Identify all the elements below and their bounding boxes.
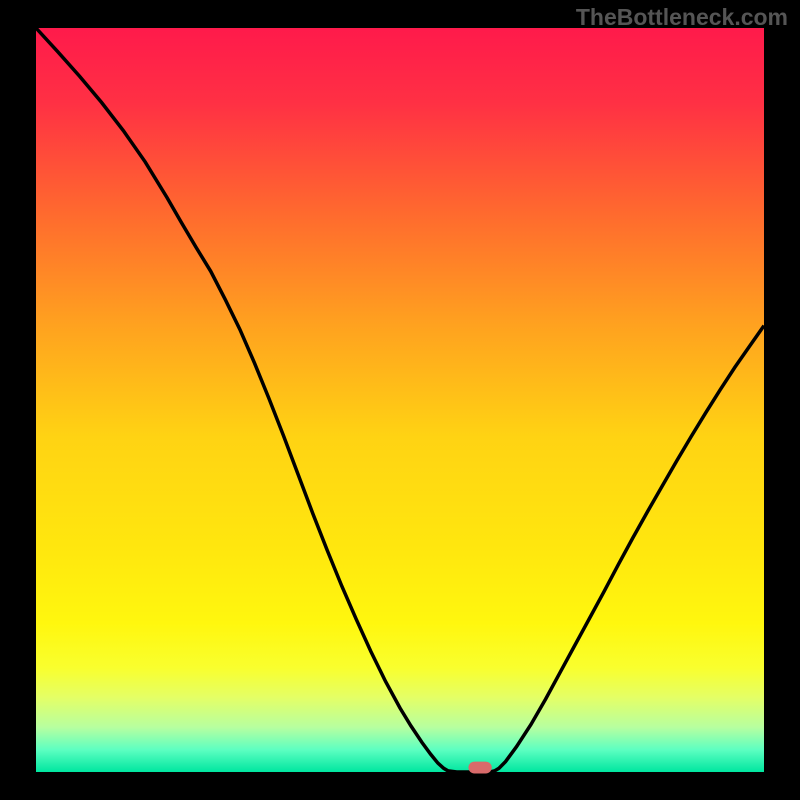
watermark-text: TheBottleneck.com (576, 4, 788, 31)
optimum-marker (468, 762, 491, 774)
plot-background (36, 28, 764, 772)
chart-stage: TheBottleneck.com (0, 0, 800, 800)
bottleneck-chart (0, 0, 800, 800)
